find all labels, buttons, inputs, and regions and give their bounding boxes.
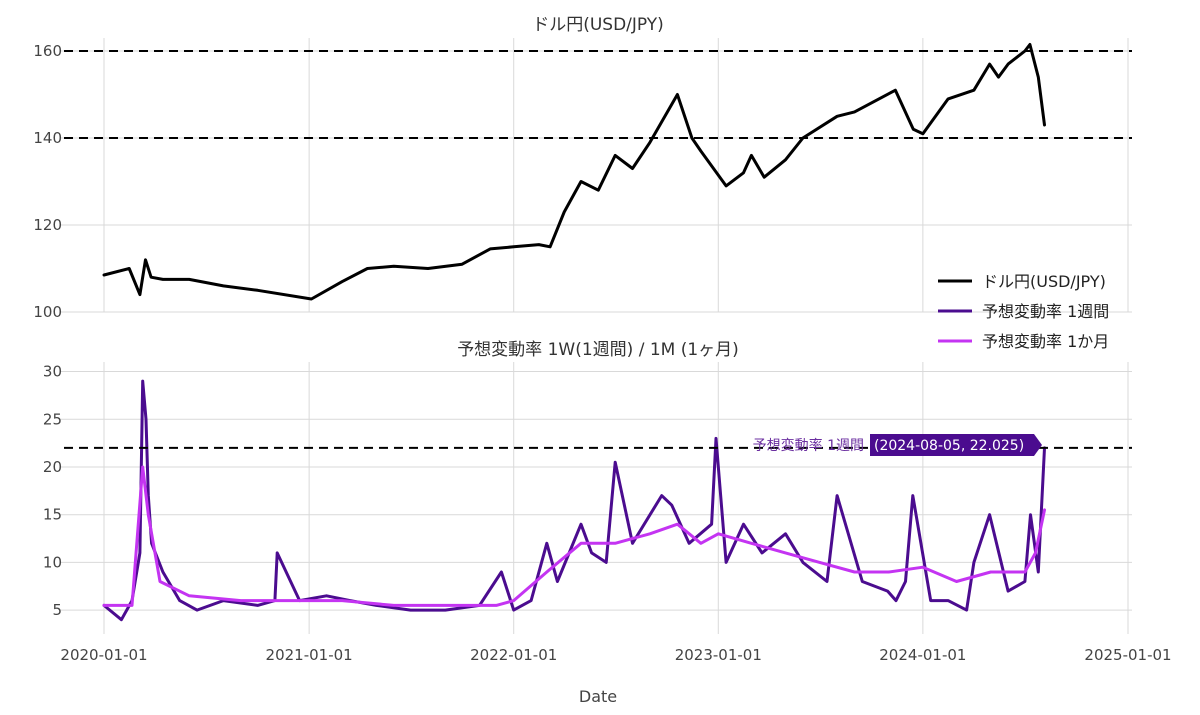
x-tick-label: 2023-01-01 <box>675 646 762 664</box>
y-tick-label: 5 <box>52 601 62 619</box>
hover-value-box <box>870 434 1042 456</box>
y-tick-label: 30 <box>43 363 62 381</box>
x-tick-label: 2025-01-01 <box>1084 646 1171 664</box>
legend-label-vol-1w: 予想変動率 1週間 <box>982 302 1109 321</box>
x-tick-label: 2020-01-01 <box>60 646 147 664</box>
x-tick-label: 2021-01-01 <box>266 646 353 664</box>
y-tick-label: 15 <box>43 506 62 524</box>
y-tick-label: 10 <box>43 553 62 571</box>
axis-labels: 100 120 140 160 5 10 15 20 25 30 2020-01-01 2021-01… <box>33 42 1171 664</box>
legend-item-usdjpy[interactable]: ドル円(USD/JPY) <box>938 272 1106 291</box>
top-chart-title: ドル円(USD/JPY) <box>532 15 664 35</box>
series-layer <box>102 43 1046 622</box>
x-axis-title: Date <box>579 687 617 706</box>
y-tick-label: 20 <box>43 458 62 476</box>
legend-item-vol-1w[interactable]: 予想変動率 1週間 <box>938 302 1109 321</box>
y-tick-label: 25 <box>43 410 62 428</box>
legend[interactable]: ドル円(USD/JPY) 予想変動率 1週間 予想変動率 1か月 <box>938 272 1109 351</box>
bottom-chart-title: 予想変動率 1W(1週間) / 1M (1ヶ月) <box>457 340 739 360</box>
x-tick-label: 2024-01-01 <box>879 646 966 664</box>
series-line-1-1 <box>102 465 1046 607</box>
reference-lines <box>64 50 1132 449</box>
legend-label-vol-1m: 予想変動率 1か月 <box>982 332 1109 351</box>
legend-label-usdjpy: ドル円(USD/JPY) <box>982 272 1106 291</box>
hover-value-label: (2024-08-05, 22.025) <box>874 438 1024 454</box>
series-line-0-0 <box>102 43 1046 301</box>
x-tick-label: 2022-01-01 <box>470 646 557 664</box>
y-tick-label: 140 <box>33 129 62 147</box>
y-tick-label: 160 <box>33 42 62 60</box>
y-tick-label: 100 <box>33 303 62 321</box>
legend-item-vol-1m[interactable]: 予想変動率 1か月 <box>938 332 1109 351</box>
y-tick-label: 120 <box>33 216 62 234</box>
hover-series-label: 予想変動率 1週間 <box>753 437 864 454</box>
series-line-1-0 <box>102 379 1046 622</box>
hover-annotation: 予想変動率 1週間 (2024-08-05, 22.025) <box>753 434 1042 456</box>
